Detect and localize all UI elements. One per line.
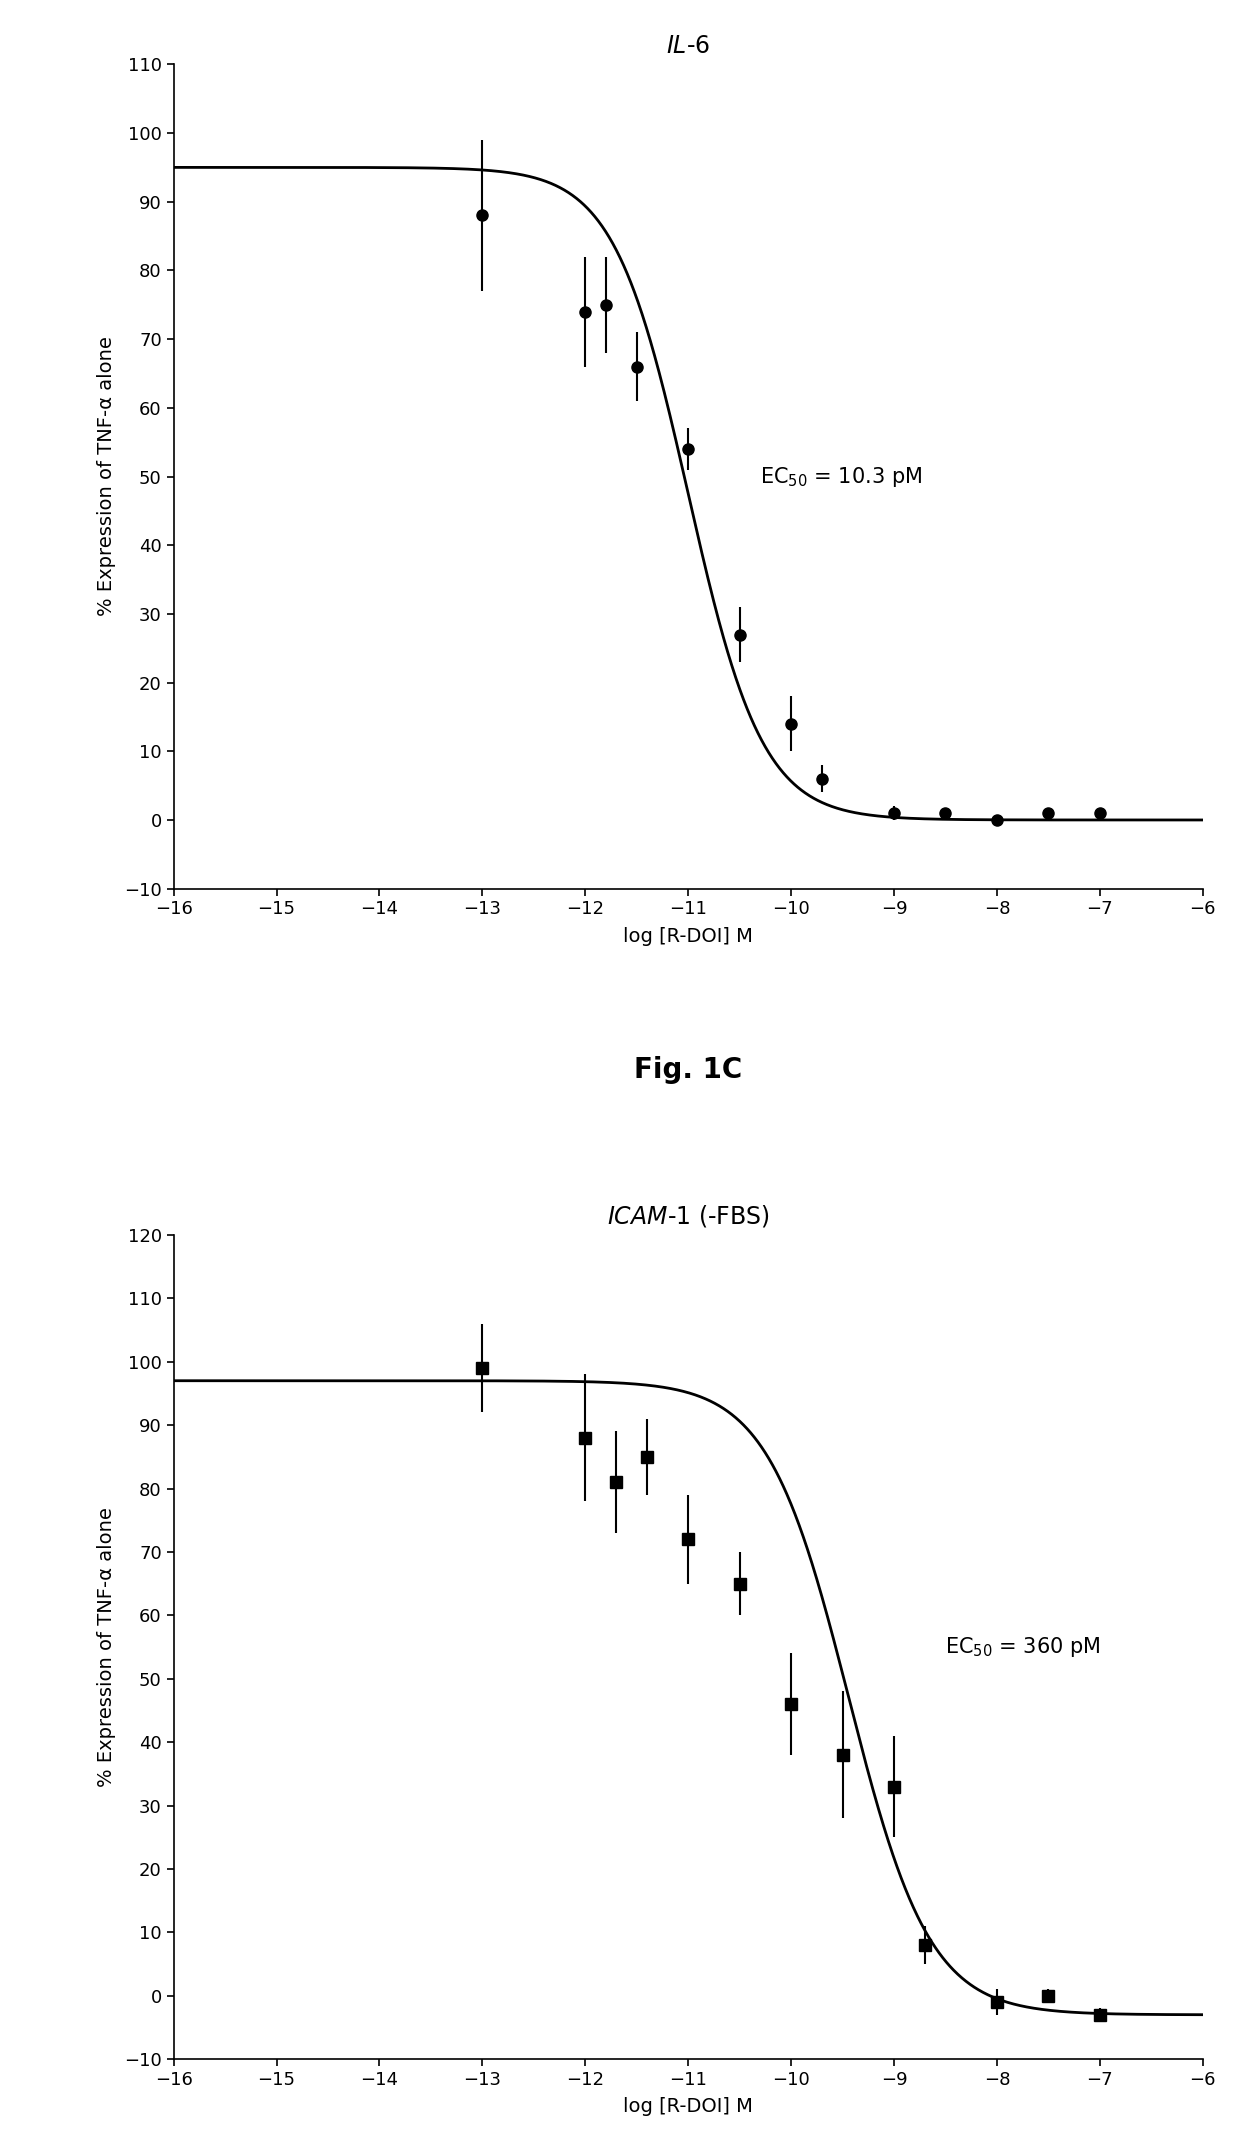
Y-axis label: % Expression of TNF-α alone: % Expression of TNF-α alone bbox=[97, 337, 115, 616]
Y-axis label: % Expression of TNF-α alone: % Expression of TNF-α alone bbox=[97, 1508, 115, 1787]
Text: EC$_{50}$ = 360 pM: EC$_{50}$ = 360 pM bbox=[945, 1634, 1101, 1658]
Text: EC$_{50}$ = 10.3 pM: EC$_{50}$ = 10.3 pM bbox=[760, 465, 923, 489]
Title: $\it{IL}$-6: $\it{IL}$-6 bbox=[666, 34, 711, 58]
Text: Fig. 1C: Fig. 1C bbox=[634, 1055, 743, 1083]
X-axis label: log [R-DOI] M: log [R-DOI] M bbox=[624, 2098, 753, 2117]
X-axis label: log [R-DOI] M: log [R-DOI] M bbox=[624, 927, 753, 946]
Title: $\it{ICAM}$-1 (-FBS): $\it{ICAM}$-1 (-FBS) bbox=[606, 1203, 770, 1229]
